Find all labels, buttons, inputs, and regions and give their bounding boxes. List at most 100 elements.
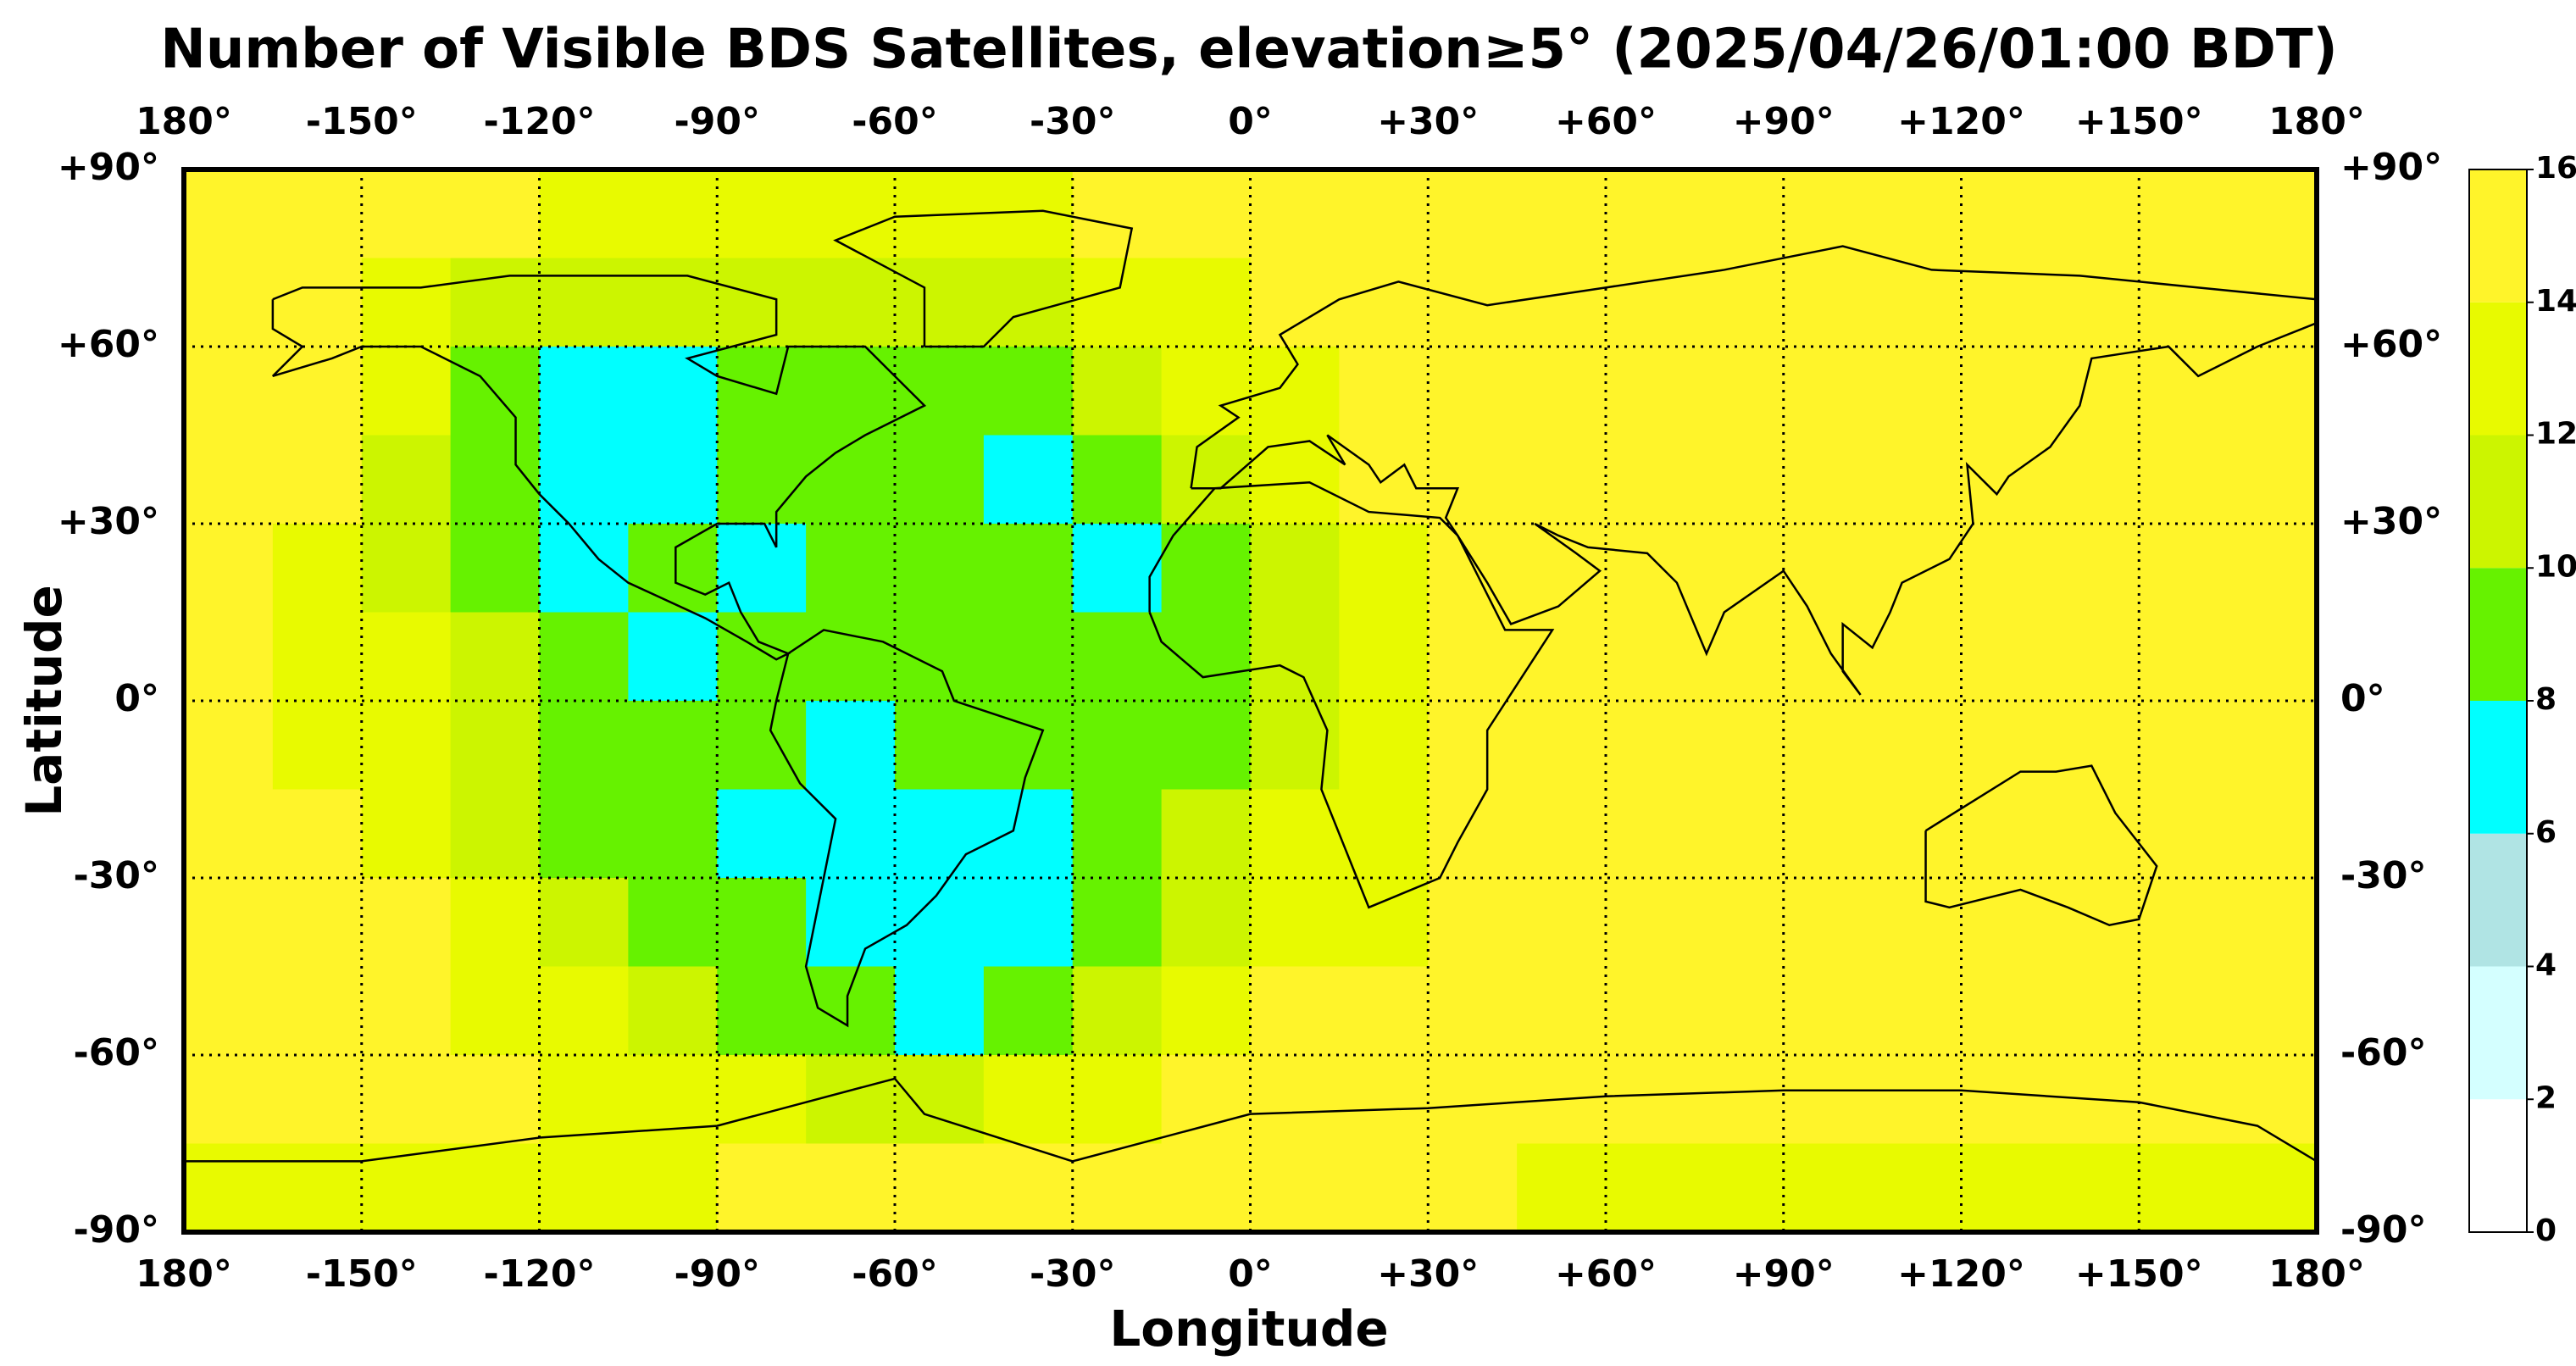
cell (1517, 612, 1607, 702)
x-tick-label: 180° (136, 100, 232, 143)
cell (983, 789, 1074, 879)
cell (806, 258, 896, 347)
cell (2139, 1143, 2229, 1233)
cell (983, 1143, 1074, 1233)
cell (272, 878, 363, 968)
cell (1428, 169, 1518, 259)
cell (983, 347, 1074, 436)
cell (1339, 878, 1429, 968)
cell (1161, 524, 1252, 614)
cell (2050, 789, 2140, 879)
cell (1161, 612, 1252, 702)
cell (1961, 1055, 2051, 1145)
cell (272, 435, 363, 525)
colorbar-segment (2469, 1099, 2527, 1232)
cell (983, 612, 1074, 702)
cell (1428, 878, 1518, 968)
cell (450, 1143, 541, 1233)
x-tick-label: 180° (2268, 100, 2365, 143)
cell (2228, 612, 2318, 702)
cell (2050, 258, 2140, 347)
cell (895, 789, 985, 879)
cell (628, 435, 718, 525)
cell (1694, 878, 1785, 968)
cell (1250, 1055, 1340, 1145)
cell (806, 701, 896, 791)
cell (895, 966, 985, 1056)
y-axis-label: Latitude (15, 585, 73, 817)
y-tick-label: +30° (58, 500, 159, 543)
cell (2228, 258, 2318, 347)
x-tick-label: +150° (2075, 100, 2203, 143)
cell (1161, 435, 1252, 525)
cell (539, 435, 629, 525)
cell (450, 878, 541, 968)
cell (1072, 258, 1163, 347)
cell (1872, 966, 1963, 1056)
cell (1517, 878, 1607, 968)
cell (1339, 347, 1429, 436)
cell (450, 1055, 541, 1145)
x-tick-label: -90° (675, 1252, 761, 1296)
cell (2050, 347, 2140, 436)
x-tick-label: -120° (483, 1252, 595, 1296)
cell (450, 701, 541, 791)
cell (539, 524, 629, 614)
cell (628, 169, 718, 259)
cell (184, 347, 274, 436)
cell (1961, 612, 2051, 702)
cell (1606, 258, 1696, 347)
cell (1339, 789, 1429, 879)
cell (628, 966, 718, 1056)
cell (1872, 612, 1963, 702)
cell (2139, 701, 2229, 791)
cell (806, 878, 896, 968)
coastline (1148, 480, 1555, 909)
cell (1872, 701, 1963, 791)
cell (184, 612, 274, 702)
cell (1872, 524, 1963, 614)
cell (1783, 878, 1874, 968)
cell (895, 347, 985, 436)
cell (1339, 612, 1429, 702)
cell (361, 524, 452, 614)
cell (1428, 1143, 1518, 1233)
cell (2228, 966, 2318, 1056)
cell (983, 966, 1074, 1056)
cell (2139, 789, 2229, 879)
cell (1161, 1143, 1252, 1233)
colorbar-tick-label: 12 (2535, 417, 2576, 452)
cell (806, 1143, 896, 1233)
coastline (271, 275, 927, 661)
colorbar-segment (2469, 833, 2527, 967)
cell (1517, 701, 1607, 791)
cell (1072, 612, 1163, 702)
cell (1250, 524, 1340, 614)
cell (983, 524, 1074, 614)
cell (1161, 701, 1252, 791)
x-tick-label: -60° (852, 100, 938, 143)
cell (539, 789, 629, 879)
colorbar-segment (2469, 435, 2527, 569)
cell (2228, 1143, 2318, 1233)
cell (806, 1055, 896, 1145)
cell (1606, 435, 1696, 525)
y-tick-label: -30° (74, 854, 160, 897)
x-tick-label: +30° (1377, 1252, 1479, 1296)
cell (1428, 524, 1518, 614)
cell (184, 878, 274, 968)
cell (272, 701, 363, 791)
cell (539, 1055, 629, 1145)
cell (1072, 347, 1163, 436)
x-tick-label: +30° (1377, 100, 1479, 143)
cell (361, 966, 452, 1056)
cell (184, 1143, 274, 1233)
cell (361, 435, 452, 525)
x-tick-label: +90° (1733, 100, 1835, 143)
cell (272, 1143, 363, 1233)
cell (2139, 612, 2229, 702)
cell (1961, 701, 2051, 791)
cell (1783, 347, 1874, 436)
cell (1694, 347, 1785, 436)
x-tick-label: -90° (675, 100, 761, 143)
